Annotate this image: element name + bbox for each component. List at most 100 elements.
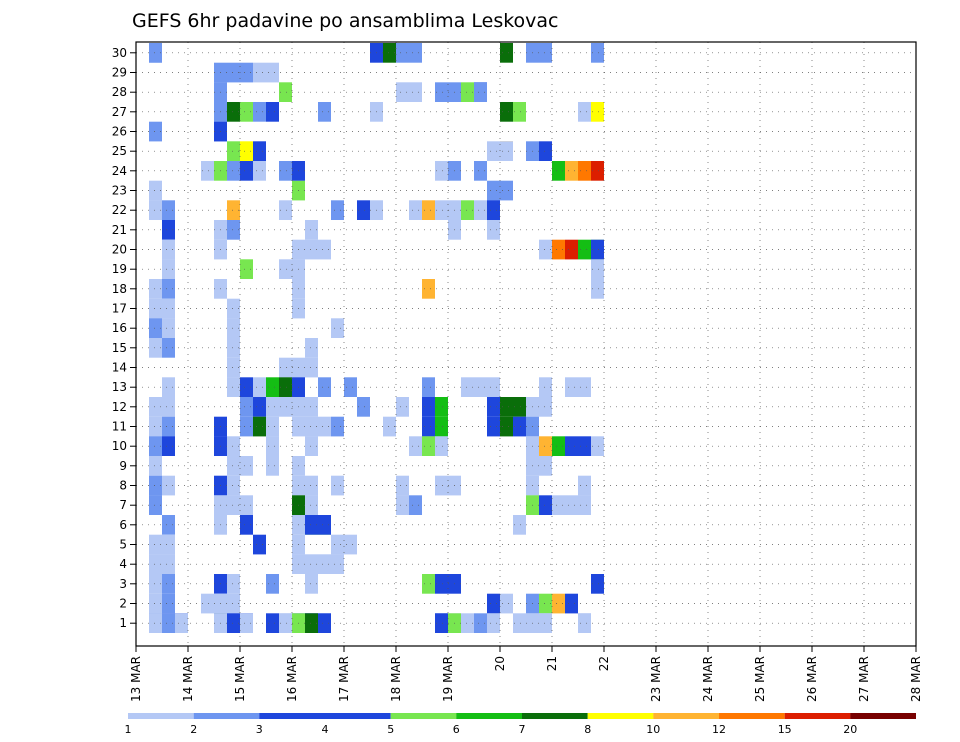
y-tick-label: 6: [119, 518, 127, 532]
heatmap-cell: [331, 554, 344, 574]
heatmap-cell: [539, 43, 552, 63]
heatmap-cell: [227, 475, 240, 496]
heatmap-cell: [227, 613, 240, 633]
heatmap-cell: [552, 239, 565, 260]
heatmap-cell: [474, 82, 487, 102]
heatmap-cell: [149, 475, 162, 496]
heatmap-cell: [305, 357, 318, 378]
heatmap-cell: [266, 397, 279, 417]
heatmap-cell: [539, 397, 552, 417]
heatmap-cell: [435, 200, 448, 220]
heatmap-cell: [500, 180, 513, 201]
heatmap-cell: [162, 436, 175, 456]
heatmap-cell: [227, 574, 240, 594]
colorbar-label: 20: [843, 723, 857, 736]
heatmap-cell: [487, 377, 500, 397]
colorbar: 1 2 3 4 5 6 7 8 10 12 15 20: [125, 713, 916, 736]
heatmap-cell: [240, 613, 253, 633]
heatmap-cell: [149, 43, 162, 63]
heatmap-cell: [266, 456, 279, 476]
heatmap-cell: [331, 534, 344, 555]
y-tick-label: 20: [112, 243, 127, 257]
y-tick-label: 1: [119, 616, 127, 630]
heatmap-cell: [227, 141, 240, 161]
heatmap-cell: [279, 161, 292, 181]
heatmap-cell: [318, 416, 331, 437]
y-tick-label: 23: [112, 184, 127, 198]
heatmap-cell: [474, 377, 487, 397]
heatmap-cell: [253, 141, 266, 161]
heatmap-cell: [357, 397, 370, 417]
heatmap-cell: [253, 62, 266, 83]
heatmap-cell: [240, 515, 253, 535]
heatmap-cell: [591, 239, 604, 260]
heatmap-cell: [149, 574, 162, 594]
x-tick-label: 27 MAR: [857, 656, 871, 702]
heatmap-cell: [227, 436, 240, 456]
colorbar-swatch: [653, 713, 719, 719]
heatmap-cell: [162, 475, 175, 496]
heatmap-cell: [266, 613, 279, 633]
heatmap-cell: [279, 82, 292, 102]
colorbar-label: 6: [453, 723, 460, 736]
heatmap-cell: [162, 279, 175, 299]
heatmap-cell: [149, 338, 162, 358]
colorbar-label: 3: [256, 723, 263, 736]
heatmap-cell: [240, 377, 253, 397]
heatmap-cell: [461, 613, 474, 633]
y-tick-label: 29: [112, 66, 127, 80]
heatmap-cell: [162, 298, 175, 319]
heatmap-cell: [565, 239, 578, 260]
heatmap-cell: [331, 416, 344, 437]
colorbar-label: 12: [712, 723, 726, 736]
heatmap-cell: [487, 613, 500, 633]
y-tick-label: 4: [119, 557, 127, 571]
heatmap-cell: [162, 318, 175, 338]
heatmap-cell: [461, 377, 474, 397]
heatmap-cell: [474, 200, 487, 220]
heatmap-cell: [149, 397, 162, 417]
heatmap-cell: [331, 318, 344, 338]
heatmap-cell: [162, 200, 175, 220]
heatmap-cell: [227, 495, 240, 515]
colorbar-swatch: [456, 713, 522, 719]
heatmap-cell: [591, 574, 604, 594]
heatmap-cell: [266, 102, 279, 122]
heatmap-cell: [318, 102, 331, 122]
heatmap-cell: [487, 220, 500, 240]
heatmap-cell: [227, 298, 240, 319]
colorbar-swatch: [522, 713, 588, 719]
heatmap-cell: [552, 495, 565, 515]
heatmap-cell: [149, 593, 162, 614]
heatmap-cell: [500, 102, 513, 122]
heatmap-cell: [240, 416, 253, 437]
heatmap-cell: [162, 259, 175, 279]
colorbar-label: 7: [519, 723, 526, 736]
heatmap-cell: [565, 436, 578, 456]
heatmap-cell: [175, 613, 188, 633]
heatmap-cell: [318, 613, 331, 633]
heatmap-cell: [162, 377, 175, 397]
heatmap-cell: [383, 416, 396, 437]
heatmap-cell: [344, 377, 357, 397]
y-tick-label: 15: [112, 341, 127, 355]
heatmap-cell: [591, 43, 604, 63]
heatmap-cell: [305, 397, 318, 417]
heatmap-cell: [162, 593, 175, 614]
heatmap-cell: [396, 475, 409, 496]
heatmap-cell: [149, 121, 162, 142]
heatmap-cell: [279, 200, 292, 220]
colorbar-swatch: [784, 713, 851, 719]
y-tick-label: 21: [112, 223, 127, 237]
heatmap-cell: [240, 456, 253, 476]
heatmap-cell: [539, 495, 552, 515]
heatmap-cell: [162, 220, 175, 240]
y-tick-label: 17: [112, 302, 127, 316]
heatmap-cell: [409, 200, 422, 220]
heatmap-cell: [149, 318, 162, 338]
heatmap-cell: [162, 613, 175, 633]
heatmap-cell: [227, 357, 240, 378]
heatmap-cell: [422, 574, 435, 594]
heatmap-cell: [331, 200, 344, 220]
